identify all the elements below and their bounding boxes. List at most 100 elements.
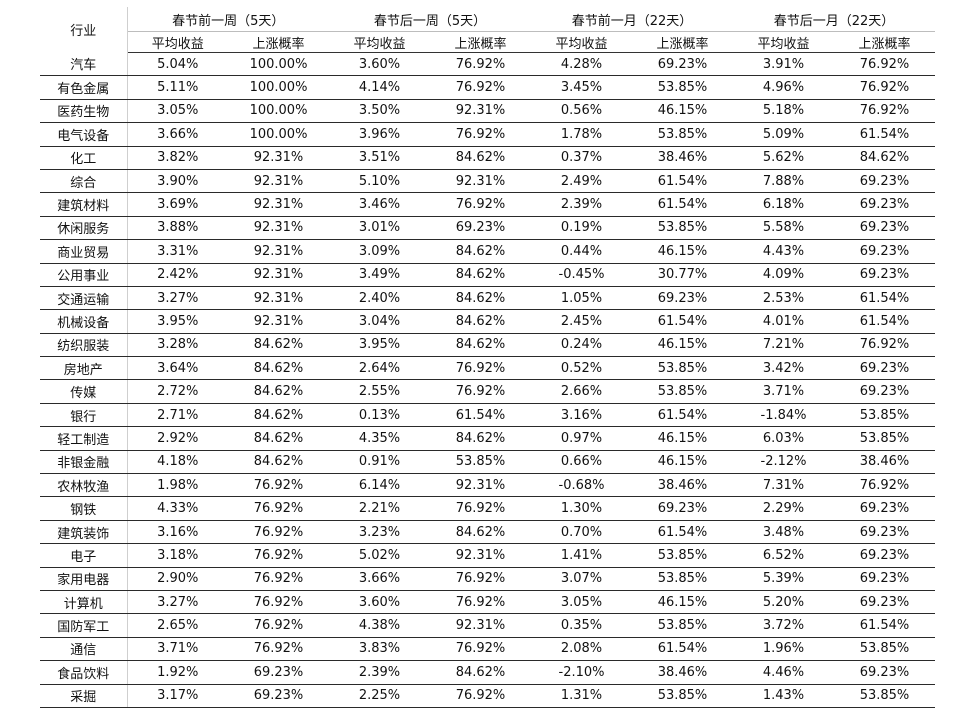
avg-return-cell: 4.28% — [531, 52, 632, 77]
industry-name-cell: 纺织服装 — [40, 333, 128, 358]
avg-return-cell: 3.28% — [127, 333, 228, 358]
up-probability-cell: 69.23% — [834, 590, 935, 615]
avg-return-cell: 5.20% — [733, 590, 834, 615]
up-probability-cell: 53.85% — [834, 426, 935, 451]
up-probability-cell: 61.54% — [430, 403, 531, 428]
up-probability-cell: 69.23% — [834, 660, 935, 685]
up-probability-cell: 76.92% — [228, 567, 329, 591]
avg-return-cell: 3.16% — [127, 520, 228, 545]
up-probability-cell: 46.15% — [632, 99, 733, 124]
avg-return-cell: 3.69% — [127, 192, 228, 217]
avg-return-cell: 3.27% — [127, 590, 228, 615]
up-probability-cell: 38.46% — [632, 473, 733, 498]
avg-return-cell: 5.39% — [733, 567, 834, 591]
up-probability-cell: 76.92% — [834, 99, 935, 124]
avg-return-cell: 0.24% — [531, 333, 632, 358]
avg-return-cell: -1.84% — [733, 403, 834, 428]
table-row: 采掘 3.17% 69.23% 2.25% 76.92% 1.31% 53.85% 1.43%… — [40, 684, 935, 708]
avg-return-cell: 3.18% — [127, 543, 228, 568]
table-row: 交通运输 3.27% 92.31% 2.40% 84.62% 1.05% 69.23% 2.5… — [40, 286, 935, 311]
avg-return-cell: 0.52% — [531, 356, 632, 381]
table-row: 医药生物 3.05% 100.00% 3.50% 92.31% 0.56% 46.15% 5.… — [40, 99, 935, 124]
avg-return-cell: 4.01% — [733, 309, 834, 334]
up-probability-cell: 46.15% — [632, 450, 733, 475]
up-probability-cell: 76.92% — [228, 496, 329, 521]
avg-return-cell: 3.46% — [329, 192, 430, 217]
avg-return-cell: 2.66% — [531, 379, 632, 404]
avg-return-cell: 0.56% — [531, 99, 632, 124]
avg-return-cell: 3.71% — [733, 379, 834, 404]
sub-header-avg-return: 平均收益 — [329, 31, 430, 53]
industry-name-cell: 有色金属 — [40, 75, 128, 100]
avg-return-cell: -2.10% — [531, 660, 632, 685]
up-probability-cell: 100.00% — [228, 122, 329, 147]
up-probability-cell: 76.92% — [430, 496, 531, 521]
avg-return-cell: 3.66% — [127, 122, 228, 147]
avg-return-cell: 7.88% — [733, 169, 834, 194]
industry-name-cell: 食品饮料 — [40, 660, 128, 685]
industry-name-cell: 国防军工 — [40, 613, 128, 638]
up-probability-cell: 53.85% — [632, 567, 733, 591]
up-probability-cell: 84.62% — [228, 426, 329, 451]
up-probability-cell: 38.46% — [834, 450, 935, 475]
avg-return-cell: 3.95% — [127, 309, 228, 334]
avg-return-cell: 2.55% — [329, 379, 430, 404]
avg-return-cell: 3.49% — [329, 263, 430, 287]
industry-name-cell: 通信 — [40, 637, 128, 662]
table-row: 通信 3.71% 76.92% 3.83% 76.92% 2.08% 61.54% 1.96%… — [40, 637, 935, 662]
table-row: 商业贸易 3.31% 92.31% 3.09% 84.62% 0.44% 46.15% 4.4… — [40, 239, 935, 264]
up-probability-cell: 76.92% — [430, 379, 531, 404]
table-row: 银行 2.71% 84.62% 0.13% 61.54% 3.16% 61.54% -1.84… — [40, 403, 935, 428]
avg-return-cell: 4.18% — [127, 450, 228, 475]
avg-return-cell: 2.53% — [733, 286, 834, 311]
up-probability-cell: 92.31% — [430, 99, 531, 124]
avg-return-cell: 2.90% — [127, 567, 228, 591]
up-probability-cell: 84.62% — [430, 286, 531, 311]
industry-name-cell: 商业贸易 — [40, 239, 128, 264]
avg-return-cell: 3.60% — [329, 52, 430, 77]
up-probability-cell: 76.92% — [228, 473, 329, 498]
up-probability-cell: 61.54% — [632, 520, 733, 545]
up-probability-cell: 76.92% — [228, 637, 329, 662]
up-probability-cell: 84.62% — [228, 333, 329, 358]
avg-return-cell: 1.30% — [531, 496, 632, 521]
up-probability-cell: 46.15% — [632, 590, 733, 615]
avg-return-cell: 2.49% — [531, 169, 632, 194]
up-probability-cell: 53.85% — [632, 684, 733, 708]
up-probability-cell: 69.23% — [834, 216, 935, 241]
avg-return-cell: 5.09% — [733, 122, 834, 147]
sub-header-avg-return: 平均收益 — [733, 31, 834, 53]
up-probability-cell: 69.23% — [632, 496, 733, 521]
avg-return-cell: 3.90% — [127, 169, 228, 194]
avg-return-cell: 1.43% — [733, 684, 834, 708]
avg-return-cell: -0.45% — [531, 263, 632, 287]
avg-return-cell: 1.31% — [531, 684, 632, 708]
up-probability-cell: 53.85% — [430, 450, 531, 475]
up-probability-cell: 30.77% — [632, 263, 733, 287]
up-probability-cell: 92.31% — [430, 473, 531, 498]
avg-return-cell: 4.35% — [329, 426, 430, 451]
avg-return-cell: 3.31% — [127, 239, 228, 264]
industry-name-cell: 家用电器 — [40, 567, 128, 591]
avg-return-cell: -0.68% — [531, 473, 632, 498]
up-probability-cell: 53.85% — [834, 684, 935, 708]
industry-name-cell: 房地产 — [40, 356, 128, 381]
up-probability-cell: 84.62% — [430, 660, 531, 685]
industry-name-cell: 轻工制造 — [40, 426, 128, 451]
up-probability-cell: 76.92% — [228, 613, 329, 638]
industry-name-cell: 钢铁 — [40, 496, 128, 521]
up-probability-cell: 92.31% — [430, 169, 531, 194]
industry-column-header: 行业 — [40, 7, 128, 53]
avg-return-cell: 3.83% — [329, 637, 430, 662]
avg-return-cell: 2.40% — [329, 286, 430, 311]
table-row: 纺织服装 3.28% 84.62% 3.95% 84.62% 0.24% 46.15% 7.2… — [40, 333, 935, 358]
avg-return-cell: 3.05% — [531, 590, 632, 615]
up-probability-cell: 61.54% — [834, 286, 935, 311]
table-row: 食品饮料 1.92% 69.23% 2.39% 84.62% -2.10% 38.46% 4.… — [40, 660, 935, 685]
up-probability-cell: 92.31% — [228, 169, 329, 194]
avg-return-cell: 5.10% — [329, 169, 430, 194]
up-probability-cell: 76.92% — [228, 543, 329, 568]
table-row: 传媒 2.72% 84.62% 2.55% 76.92% 2.66% 53.85% 3.71%… — [40, 379, 935, 404]
avg-return-cell: 5.62% — [733, 146, 834, 170]
